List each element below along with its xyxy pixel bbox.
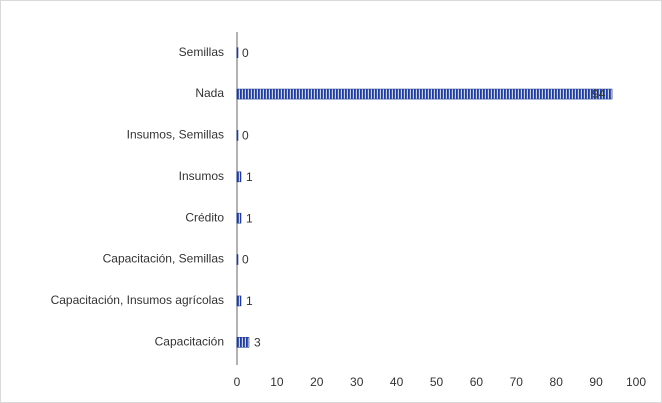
bar — [236, 88, 613, 100]
y-tick-label: Capacitación, Semillas — [103, 252, 224, 266]
y-tick-label: Insumos, Semillas — [127, 128, 224, 142]
bar — [236, 212, 242, 224]
data-label: 1 — [246, 211, 253, 225]
data-label: 0 — [242, 129, 249, 143]
data-label: 1 — [246, 170, 253, 184]
bar — [236, 171, 242, 183]
data-label: 0 — [242, 253, 249, 267]
data-label: 3 — [254, 335, 261, 349]
data-label: 94 — [592, 87, 606, 101]
x-tick-label: 10 — [270, 375, 284, 389]
data-label: 1 — [246, 294, 253, 308]
data-label: 0 — [242, 46, 249, 60]
x-tick-label: 80 — [550, 375, 564, 389]
bar — [236, 295, 242, 307]
x-tick-label: 40 — [390, 375, 404, 389]
y-tick-label: Insumos — [179, 169, 224, 183]
bar — [236, 47, 239, 58]
bar — [236, 337, 250, 348]
y-tick-label: Capacitación — [155, 334, 224, 348]
y-tick-label: Semillas — [179, 45, 224, 59]
x-tick-label: 30 — [350, 375, 364, 389]
bar — [236, 130, 239, 141]
x-tick-label: 50 — [430, 375, 444, 389]
x-tick-label: 70 — [510, 375, 524, 389]
x-tick-label: 0 — [234, 375, 241, 389]
x-tick-label: 90 — [589, 375, 603, 389]
y-tick-label: Crédito — [185, 210, 224, 224]
x-tick-label: 100 — [626, 375, 646, 389]
x-tick-label: 60 — [470, 375, 484, 389]
bar — [236, 254, 239, 265]
y-tick-label: Nada — [195, 86, 224, 100]
y-tick-label: Capacitación, Insumos agrícolas — [51, 293, 224, 307]
x-tick-label: 20 — [310, 375, 324, 389]
